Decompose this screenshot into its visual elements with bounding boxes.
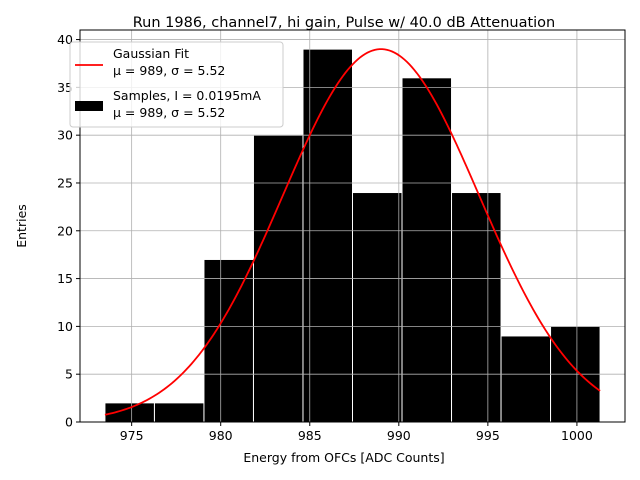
y-tick-label: 0 (65, 415, 73, 430)
histogram-bar (352, 192, 403, 423)
y-axis-ticks: 0 5 10 15 20 25 30 35 40 (57, 32, 80, 430)
histogram-bar (203, 258, 254, 423)
legend-samples-swatch (75, 101, 103, 111)
x-tick-label: 980 (209, 428, 233, 443)
x-axis-label: Energy from OFCs [ADC Counts] (243, 450, 444, 465)
legend-samples-label: Samples, I = 0.0195mA (113, 88, 261, 103)
histogram-bar (500, 335, 552, 423)
histogram-bar (302, 48, 354, 423)
y-tick-label: 40 (57, 32, 73, 47)
x-tick-label: 975 (120, 428, 144, 443)
y-tick-label: 35 (57, 80, 73, 95)
chart-title: Run 1986, channel7, hi gain, Pulse w/ 40… (133, 15, 556, 31)
legend-samples-stats: μ = 989, σ = 5.52 (113, 105, 225, 120)
y-tick-label: 30 (57, 128, 73, 143)
y-axis-label: Entries (14, 204, 29, 248)
histogram-bar (401, 77, 453, 423)
x-tick-label: 990 (387, 428, 411, 443)
y-tick-label: 15 (57, 271, 73, 286)
legend-fit-stats: μ = 989, σ = 5.52 (113, 63, 225, 78)
y-tick-label: 10 (57, 319, 73, 334)
x-axis-ticks: 975 980 985 990 995 1000 (120, 422, 593, 443)
x-tick-label: 985 (298, 428, 322, 443)
gaussian-fit-curve (104, 48, 601, 416)
plot-frame (79, 29, 626, 423)
x-tick-label: 995 (476, 428, 500, 443)
legend-box (69, 41, 284, 128)
y-tick-label: 20 (57, 223, 73, 238)
y-tick-label: 5 (65, 367, 73, 382)
histogram-bar (153, 402, 205, 423)
legend-fit-label: Gaussian Fit (113, 46, 189, 61)
legend: Gaussian Fit μ = 989, σ = 5.52 Samples, … (69, 41, 284, 128)
x-tick-label: 1000 (561, 428, 593, 443)
y-tick-label: 25 (57, 175, 73, 190)
